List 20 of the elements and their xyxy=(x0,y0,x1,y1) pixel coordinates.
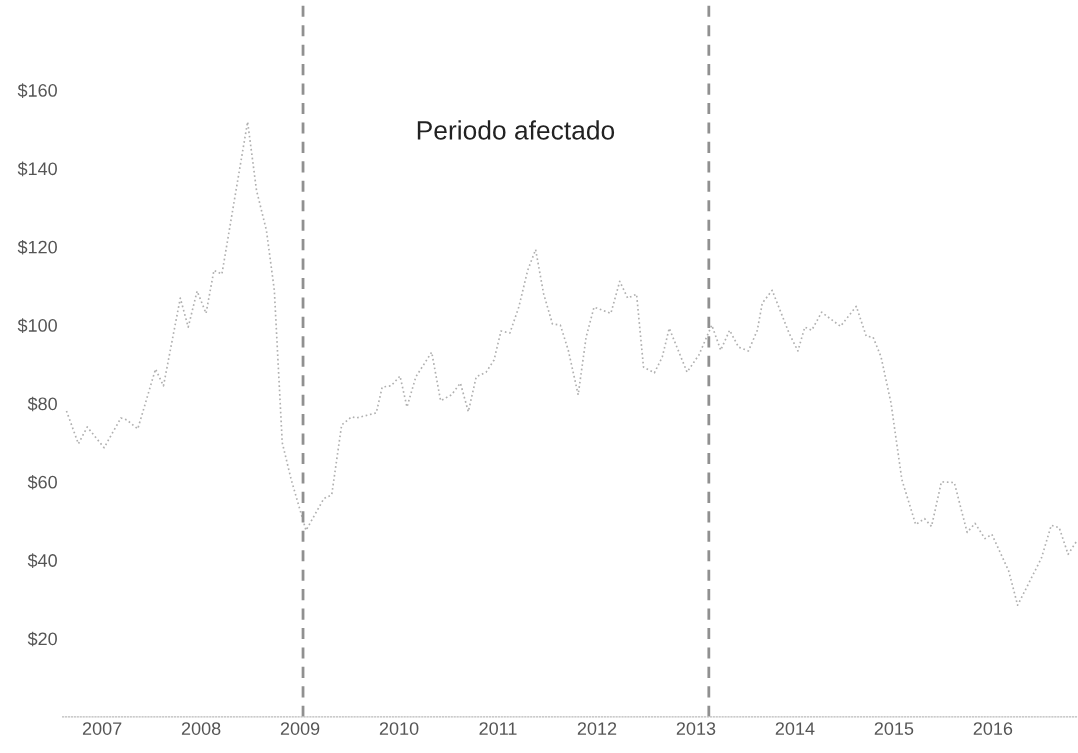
x-tick-label: 2015 xyxy=(874,722,914,735)
x-tick-label: 2016 xyxy=(973,722,1013,735)
y-tick-label: $160 xyxy=(17,83,57,98)
y-tick-label: $140 xyxy=(17,161,57,177)
x-tick-label: 2011 xyxy=(479,722,517,735)
x-tick-label: 2014 xyxy=(775,722,815,735)
y-tick-label: $100 xyxy=(17,318,57,333)
x-tick-label: 2013 xyxy=(676,722,716,735)
y-tick-label: $120 xyxy=(17,239,57,255)
y-tick-label: $20 xyxy=(27,631,57,647)
y-tick-label: $60 xyxy=(27,475,57,490)
x-tick-label: 2009 xyxy=(280,722,320,735)
y-tick-label: $40 xyxy=(27,553,57,568)
x-tick-label: 2008 xyxy=(181,722,221,735)
x-tick-label: 2007 xyxy=(82,722,122,735)
annotation: Periodo afectado xyxy=(417,120,615,140)
line-series xyxy=(65,120,1078,607)
x-tick-label: 2012 xyxy=(577,722,617,735)
y-tick-label: $80 xyxy=(27,396,57,412)
x-tick-label: 2010 xyxy=(379,722,419,735)
